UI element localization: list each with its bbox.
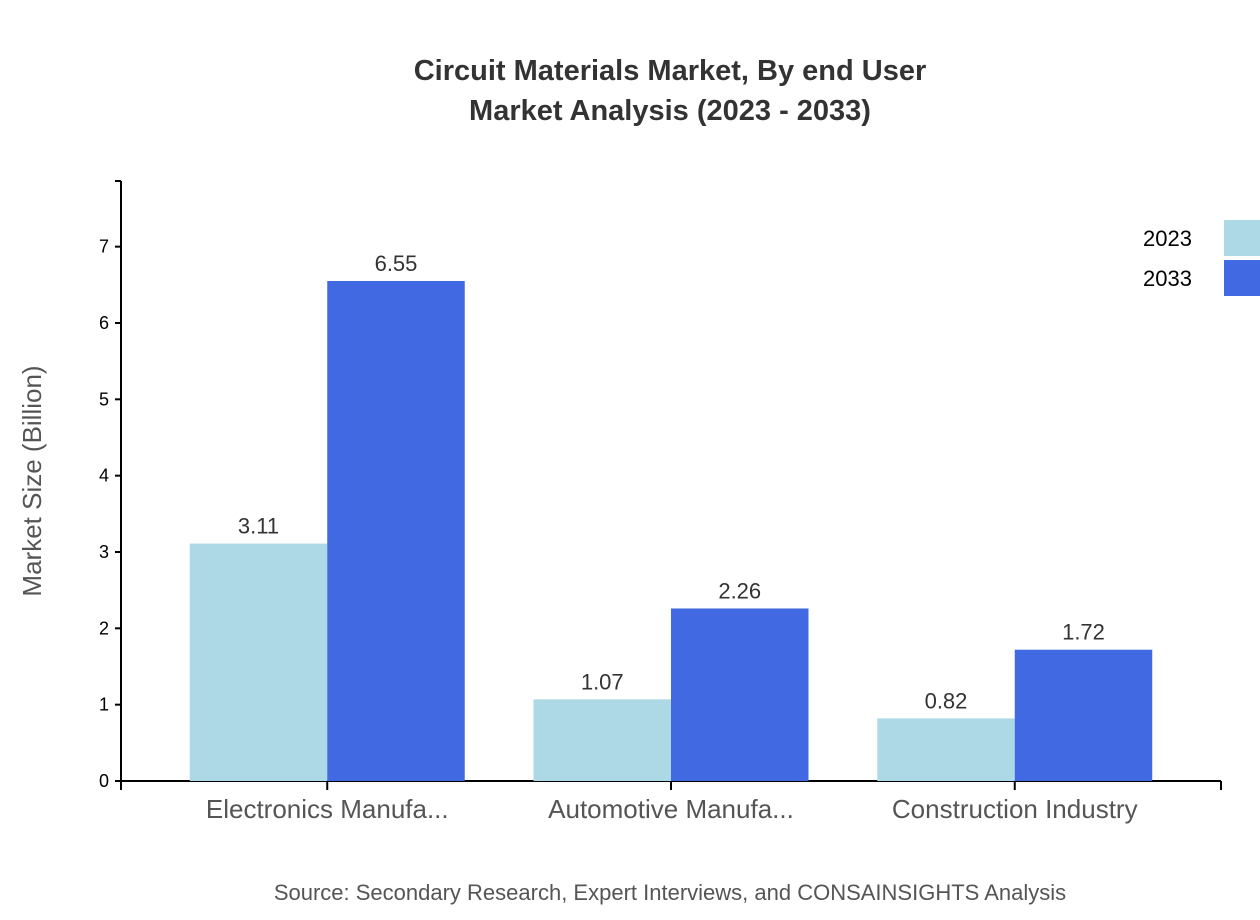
bar-2023 [877, 718, 1015, 781]
data-label: 6.55 [375, 251, 418, 276]
x-tick-label: Construction Industry [892, 794, 1138, 824]
y-tick-label: 4 [99, 466, 109, 486]
data-label: 1.72 [1062, 620, 1105, 645]
source-note: Source: Secondary Research, Expert Inter… [274, 880, 1066, 905]
chart-title-line-2: Market Analysis (2023 - 2033) [469, 95, 871, 127]
y-tick-label: 1 [99, 695, 109, 715]
legend-label: 2023 [1143, 226, 1192, 251]
legend-swatch [1224, 260, 1260, 296]
bar-2033 [671, 608, 809, 781]
y-tick-label: 6 [99, 313, 109, 333]
bar-2033 [1014, 649, 1153, 781]
x-tick-label: Electronics Manufa... [206, 794, 449, 824]
y-tick-label: 2 [99, 618, 109, 638]
data-label: 3.11 [238, 514, 279, 539]
x-tick-label: Automotive Manufa... [548, 794, 794, 824]
y-tick-label: 5 [99, 389, 109, 409]
data-label: 0.82 [925, 688, 968, 713]
data-label: 2.26 [718, 578, 761, 603]
bar-2023 [189, 543, 328, 781]
y-tick-label: 3 [99, 542, 109, 562]
data-label: 1.07 [581, 669, 624, 694]
chart-title-line-1: Circuit Materials Market, By end User [414, 55, 927, 87]
bar-2033 [327, 281, 465, 781]
y-tick-label: 0 [99, 771, 109, 791]
bar-2023 [533, 699, 671, 781]
y-axis-title: Market Size (Billion) [17, 365, 47, 596]
legend-label: 2033 [1143, 266, 1192, 291]
y-tick-label: 7 [99, 237, 109, 257]
legend-swatch [1224, 220, 1260, 256]
